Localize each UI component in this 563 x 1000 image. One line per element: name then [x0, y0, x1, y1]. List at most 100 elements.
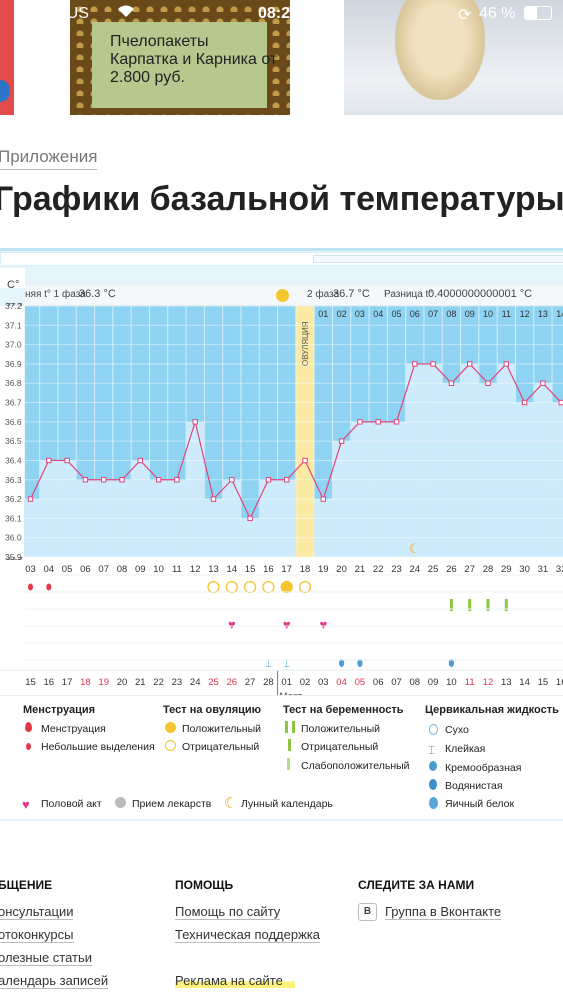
temp-bar	[259, 479, 278, 557]
y-tick-label: 36.2	[5, 494, 22, 504]
temp-point	[521, 399, 528, 406]
date-label: 15	[25, 677, 36, 688]
temp-bar	[534, 383, 552, 557]
y-tick-label: 36.0	[5, 533, 22, 543]
pill-icon	[115, 797, 126, 808]
footer-link-support[interactable]: Техническая поддержка	[175, 927, 320, 943]
y-tick-label: 37.1	[5, 320, 22, 330]
cycle-day-top: 04	[373, 309, 383, 319]
temp-point	[558, 399, 563, 406]
legend-cervical-watery: Водянистая	[445, 780, 503, 792]
date-label: 16	[556, 677, 563, 688]
legend-pregnancy-negative: Отрицательный	[301, 741, 379, 753]
ad-banner-left-badge	[0, 80, 10, 102]
ovulation-test-negative	[298, 580, 312, 594]
temp-bar	[204, 499, 223, 557]
footer-link-ads[interactable]: Реклама на сайте	[175, 973, 295, 988]
temp-point	[82, 477, 89, 483]
chart-scrollbar[interactable]	[0, 252, 563, 266]
blood-drop-icon	[25, 722, 32, 732]
x-tick-label: 06	[80, 564, 91, 575]
temp-bar	[149, 479, 168, 557]
y-axis-panel	[0, 306, 24, 557]
footer-link-consult[interactable]: онсультации	[0, 904, 74, 920]
temp-bar	[186, 421, 204, 557]
moon-marker: ☾	[409, 541, 421, 556]
phase2-label: 2 фаза	[307, 289, 340, 300]
footer-link-calendar[interactable]: алендарь записей	[0, 973, 109, 989]
temp-bar	[58, 460, 76, 557]
cervical-creamy	[448, 659, 454, 667]
cycle-day-top: 13	[538, 309, 548, 319]
date-label: 17	[62, 677, 73, 688]
date-label: 03	[318, 677, 329, 688]
scrollbar-thumb[interactable]	[313, 255, 563, 263]
battery-percent: 46 %	[479, 5, 516, 22]
y-tick-label: 36.7	[5, 398, 22, 408]
temp-bar	[131, 460, 149, 557]
cervical-sticky: ⌶	[283, 658, 290, 670]
legend-pregnancy-positive: Положительный	[301, 723, 381, 735]
bbt-chart[interactable]: ОВУЛЯЦИЯ 37.2 37.1 37.0 36.9 36.8 36.7 36.6 36.5…	[0, 285, 563, 695]
x-tick-label: 31	[538, 564, 549, 575]
footer-col1-title: БЩЕНИЕ	[0, 878, 53, 892]
cycle-day-top: 07	[428, 309, 438, 319]
moon-icon: ☾	[224, 795, 238, 812]
ovulation-test-negative	[207, 580, 220, 594]
temp-point	[467, 361, 473, 367]
ovulation-test-positive	[280, 580, 293, 594]
legend-pregnancy-weak: Слабоположительный	[301, 760, 410, 772]
pregnancy-weak-icon	[287, 758, 290, 770]
x-tick-label: 24	[410, 564, 421, 575]
x-tick-label: 03	[25, 564, 36, 575]
x-tick-label: 30	[519, 564, 530, 575]
temp-bar	[314, 499, 332, 557]
temp-bar	[241, 518, 259, 557]
ad-banner-honey[interactable]	[70, 0, 290, 115]
page-title: Графики базальной температуры	[0, 180, 563, 218]
temp-bar	[387, 421, 406, 557]
y-tick-label: 35.9	[5, 552, 22, 562]
footer-link-articles[interactable]: олезные статьи	[0, 950, 93, 966]
x-tick-label: 09	[135, 564, 146, 575]
cycle-day-top: 02	[337, 309, 347, 319]
ovulation-negative-icon	[165, 740, 176, 751]
footer-link-vk[interactable]: Группа в Вконтакте	[385, 904, 502, 920]
vk-icon[interactable]: В	[358, 903, 377, 921]
temp-point	[119, 477, 125, 483]
temp-point	[137, 457, 144, 464]
y-tick-label: 36.8	[5, 378, 22, 388]
ovulation-test-negative	[262, 580, 275, 594]
date-label: 26	[227, 677, 238, 688]
carrier-label: S RUS	[40, 5, 89, 22]
footer-link-help[interactable]: Помощь по сайту	[175, 904, 281, 920]
date-label: 22	[153, 677, 164, 688]
creamy-icon	[429, 761, 437, 771]
temp-bar	[442, 383, 461, 557]
x-tick-label: 28	[483, 564, 494, 575]
cycle-day-top: 10	[483, 309, 493, 319]
temp-point	[247, 515, 253, 522]
date-label: 20	[117, 677, 128, 688]
y-axis-unit: C°	[0, 268, 25, 291]
date-label: 18	[80, 677, 91, 688]
cervical-sticky: ⌶	[265, 658, 272, 670]
cycle-day-top: 01	[318, 309, 328, 319]
breadcrumb-link[interactable]: Приложения	[0, 147, 98, 170]
ovulation-test-negative	[243, 580, 257, 594]
cycle-day-top: 06	[410, 309, 420, 319]
x-tick-label: 14	[227, 564, 238, 575]
temp-point	[192, 419, 198, 425]
temp-bar	[406, 363, 424, 557]
date-label: 28	[263, 677, 274, 688]
temp-bar	[278, 479, 296, 557]
date-label: 16	[44, 677, 55, 688]
watery-icon	[429, 779, 437, 790]
temp-bar	[424, 363, 442, 557]
legend-ovulation-negative: Отрицательный	[182, 741, 260, 753]
legend-pregnancy-title: Тест на беременность	[283, 704, 404, 716]
intercourse-heart: ♥	[319, 617, 327, 632]
temp-bar	[515, 402, 534, 557]
cycle-day-top: 03	[355, 309, 365, 319]
footer-link-photo[interactable]: отоконкурсы	[0, 927, 74, 943]
